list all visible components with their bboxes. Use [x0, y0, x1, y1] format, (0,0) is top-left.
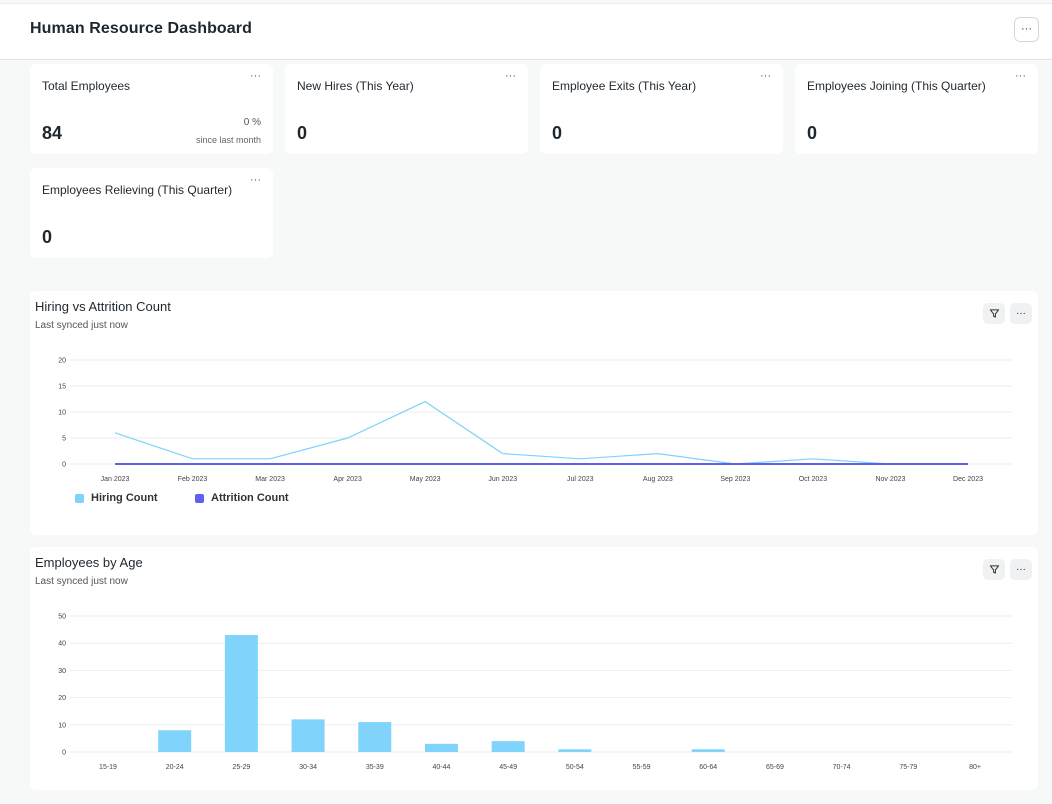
bar-45-49[interactable] [491, 741, 525, 752]
card-employees-relieving: Employees Relieving (This Quarter) ··· 0 [30, 168, 273, 258]
y-tick-label: 0 [62, 462, 66, 469]
y-tick-label: 40 [58, 641, 66, 648]
employees-by-age-panel: Employees by Age Last synced just now ··… [30, 547, 1038, 790]
card-since: since last month [195, 135, 261, 145]
card-total-employees: Total Employees ··· 84 0 % since last mo… [30, 64, 273, 154]
employees-by-age-chart: 0 10 20 30 40 50 15-19 20-24 25-29 30-34 35-39 40-4… [58, 614, 1012, 771]
card-title: Employees Joining (This Quarter) [807, 79, 986, 93]
filter-button[interactable] [983, 559, 1005, 580]
card-menu-button[interactable]: ··· [1015, 70, 1026, 82]
panel-title: Employees by Age [35, 555, 143, 570]
bar-30-34[interactable] [291, 719, 325, 752]
y-tick-label: 15 [58, 384, 66, 391]
x-tick-label: 60-64 [699, 764, 717, 771]
panel-menu-button[interactable]: ··· [1010, 303, 1032, 324]
card-menu-button[interactable]: ··· [250, 174, 261, 186]
panel-title: Hiring vs Attrition Count [35, 299, 171, 314]
bar-50-54[interactable] [558, 749, 592, 752]
x-tick-label: 35-39 [366, 764, 384, 771]
x-tick-label: 20-24 [166, 764, 184, 771]
y-tick-label: 20 [58, 695, 66, 702]
x-tick-label: 55-59 [633, 764, 651, 771]
page-menu-button[interactable]: ··· [1014, 17, 1039, 42]
x-tick-label: 75-79 [899, 764, 917, 771]
series-line-hiring[interactable] [114, 400, 968, 465]
x-tick-label: Jul 2023 [567, 476, 594, 483]
legend-label: Hiring Count [91, 492, 158, 504]
legend-swatch [195, 493, 204, 503]
x-tick-label: 25-29 [232, 764, 250, 771]
x-tick-label: Mar 2023 [255, 476, 285, 483]
card-new-hires: New Hires (This Year) ··· 0 [285, 64, 528, 154]
card-title: New Hires (This Year) [297, 79, 414, 93]
page-title: Human Resource Dashboard [30, 20, 253, 37]
x-tick-label: 30-34 [299, 764, 317, 771]
card-menu-button[interactable]: ··· [505, 70, 516, 82]
bar-25-29[interactable] [224, 635, 258, 752]
hiring-attrition-panel: Hiring vs Attrition Count Last synced ju… [30, 291, 1038, 535]
card-menu-button[interactable]: ··· [250, 70, 261, 82]
x-tick-label: Nov 2023 [875, 476, 905, 483]
card-title: Employees Relieving (This Quarter) [42, 183, 233, 197]
y-tick-label: 30 [58, 668, 66, 675]
y-tick-label: 10 [58, 722, 66, 729]
hiring-attrition-chart: 0 5 10 15 20 Jan 2023 Feb 2023 Mar 2023 Apr 2023… [58, 358, 1012, 483]
x-tick-label: Sep 2023 [720, 476, 750, 483]
x-tick-label: 15-19 [99, 764, 117, 771]
card-value: 0 [42, 227, 53, 247]
card-change: 0 % [243, 117, 261, 128]
card-value: 84 [42, 123, 63, 143]
x-tick-label: 40-44 [433, 764, 451, 771]
x-tick-label: Oct 2023 [799, 476, 828, 483]
x-tick-label: Dec 2023 [953, 476, 983, 483]
card-title: Total Employees [42, 79, 131, 93]
x-tick-label: 50-54 [566, 764, 584, 771]
card-value: 0 [807, 123, 818, 143]
legend-hiring[interactable]: Hiring Count [75, 492, 158, 504]
x-tick-label: 80+ [969, 764, 981, 771]
y-tick-label: 5 [62, 436, 66, 443]
x-tick-label: Jun 2023 [488, 476, 517, 483]
x-tick-label: 65-69 [766, 764, 784, 771]
card-employee-exits: Employee Exits (This Year) ··· 0 [540, 64, 783, 154]
filter-icon [989, 309, 999, 318]
panel-subtitle: Last synced just now [35, 576, 128, 587]
legend-swatch [75, 493, 84, 503]
x-tick-label: Apr 2023 [333, 476, 362, 483]
card-value: 0 [297, 123, 308, 143]
card-menu-button[interactable]: ··· [760, 70, 771, 82]
y-tick-label: 0 [62, 750, 66, 757]
y-tick-label: 50 [58, 614, 66, 621]
card-value: 0 [552, 123, 563, 143]
bar-35-39[interactable] [358, 722, 392, 752]
card-employees-joining: Employees Joining (This Quarter) ··· 0 [795, 64, 1038, 154]
y-tick-label: 10 [58, 410, 66, 417]
x-tick-label: 70-74 [833, 764, 851, 771]
filter-icon [989, 565, 999, 574]
x-tick-label: Aug 2023 [643, 476, 673, 483]
bar-20-24[interactable] [158, 730, 192, 752]
x-tick-label: 45-49 [499, 764, 517, 771]
filter-button[interactable] [983, 303, 1005, 324]
panel-subtitle: Last synced just now [35, 320, 128, 331]
x-tick-label: Jan 2023 [101, 476, 130, 483]
legend-attrition[interactable]: Attrition Count [195, 492, 289, 504]
bar-40-44[interactable] [424, 743, 458, 752]
card-title: Employee Exits (This Year) [552, 79, 697, 93]
page-header: Human Resource Dashboard ··· [0, 3, 1052, 60]
x-tick-label: Feb 2023 [178, 476, 208, 483]
legend-label: Attrition Count [211, 492, 289, 504]
panel-menu-button[interactable]: ··· [1010, 559, 1032, 580]
x-tick-label: May 2023 [410, 476, 441, 483]
y-tick-label: 20 [58, 358, 66, 365]
bar-60-64[interactable] [691, 749, 725, 752]
